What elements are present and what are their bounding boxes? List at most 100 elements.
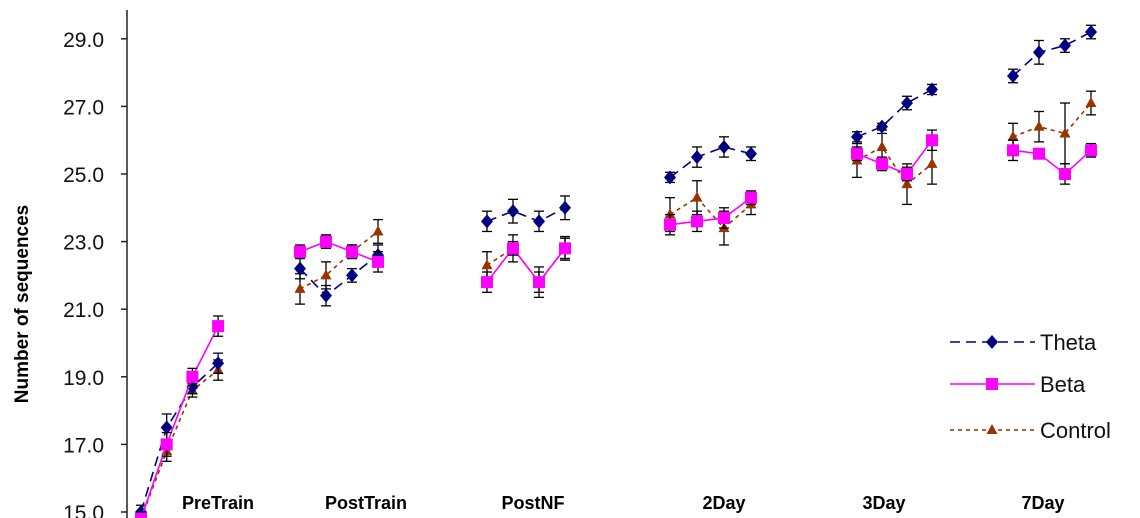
data-point — [1007, 144, 1019, 157]
data-point — [664, 218, 676, 231]
category-label: PostTrain — [325, 493, 407, 513]
data-point — [320, 269, 332, 280]
data-point — [664, 208, 676, 219]
data-point — [851, 129, 863, 144]
data-point — [1033, 120, 1045, 131]
legend-marker — [986, 378, 998, 390]
data-point — [559, 200, 571, 215]
data-point — [481, 276, 493, 289]
series-line — [669, 197, 752, 226]
data-point — [901, 96, 913, 111]
data-point — [1033, 45, 1045, 60]
data-point — [507, 242, 519, 255]
data-point — [533, 214, 545, 229]
data-point — [1059, 38, 1071, 53]
legend-label: Control — [1040, 418, 1111, 443]
series-line — [486, 247, 566, 284]
data-point — [901, 168, 913, 180]
series-line — [1012, 102, 1092, 138]
data-point — [1033, 147, 1045, 160]
y-tick-label: 27.0 — [63, 96, 104, 119]
legend-item-control: Control — [950, 418, 1111, 443]
data-point — [1007, 130, 1019, 141]
series-control — [136, 90, 1097, 518]
data-point — [691, 191, 703, 202]
data-point — [507, 204, 519, 219]
series-line — [1012, 149, 1092, 176]
data-point — [160, 438, 173, 451]
data-point — [294, 245, 306, 258]
data-point — [294, 261, 306, 276]
series-layer — [135, 24, 1097, 518]
data-point — [1085, 25, 1097, 40]
data-point — [320, 235, 332, 248]
data-point — [745, 146, 757, 161]
series-line — [669, 146, 752, 179]
series-line — [299, 254, 379, 297]
series-line — [669, 196, 752, 230]
series-line — [140, 325, 219, 518]
data-point — [926, 134, 938, 147]
data-point — [926, 82, 938, 97]
y-tick-label: 23.0 — [63, 232, 104, 255]
data-point — [1059, 168, 1071, 180]
series-line — [140, 369, 219, 518]
data-point — [876, 157, 888, 170]
category-label: 3Day — [862, 493, 905, 513]
data-point — [1059, 127, 1071, 138]
data-point — [901, 178, 913, 189]
data-point — [320, 288, 332, 303]
series-line — [299, 230, 379, 290]
series-line — [856, 88, 933, 138]
series-line — [856, 139, 933, 175]
legend-marker — [986, 424, 998, 434]
legend-item-theta: Theta — [950, 330, 1097, 355]
series-line — [299, 240, 379, 263]
data-point — [926, 157, 938, 168]
legend-item-beta: Beta — [950, 372, 1086, 397]
series-line — [856, 145, 933, 186]
data-point — [664, 170, 676, 185]
y-tick-label: 17.0 — [63, 434, 104, 457]
data-point — [186, 370, 199, 383]
data-point — [212, 356, 225, 371]
y-tick-labels: 15.0 17.0 19.0 21.0 23.0 25.0 27.0 29.0 — [63, 29, 104, 518]
series-line — [486, 207, 566, 223]
data-point — [481, 214, 493, 229]
data-point — [851, 147, 863, 160]
series-theta — [135, 24, 1097, 518]
y-tick-label: 25.0 — [63, 164, 104, 187]
legend-marker — [986, 335, 998, 349]
data-point — [691, 215, 703, 228]
series-beta — [135, 129, 1097, 518]
data-point — [533, 276, 545, 289]
data-point — [691, 150, 703, 165]
data-point — [1007, 68, 1019, 83]
data-point — [294, 282, 306, 293]
data-point — [346, 268, 358, 283]
data-point — [745, 191, 757, 204]
data-point — [1085, 97, 1097, 108]
category-label: 2Day — [702, 493, 745, 513]
series-line — [1012, 31, 1092, 77]
legend-label: Theta — [1040, 330, 1097, 355]
data-point — [160, 420, 173, 435]
category-label: 7Day — [1021, 493, 1064, 513]
category-labels: PreTrain PostTrain PostNF 2Day 3Day 7Day — [182, 493, 1065, 513]
y-tick-label: 19.0 — [63, 367, 104, 390]
data-point — [372, 255, 384, 268]
legend-label: Beta — [1040, 372, 1086, 397]
series-line — [140, 362, 219, 513]
category-label: PostNF — [502, 493, 565, 513]
y-axis-label: Number of sequences — [12, 205, 33, 404]
data-point — [876, 140, 888, 151]
y-tick-label: 21.0 — [63, 299, 104, 322]
category-label: PreTrain — [182, 493, 254, 513]
y-axis — [121, 10, 128, 518]
data-point — [135, 512, 147, 518]
data-point — [346, 245, 358, 258]
y-tick-label: 15.0 — [63, 502, 104, 518]
y-tick-label: 29.0 — [63, 29, 104, 52]
data-point — [876, 119, 888, 134]
